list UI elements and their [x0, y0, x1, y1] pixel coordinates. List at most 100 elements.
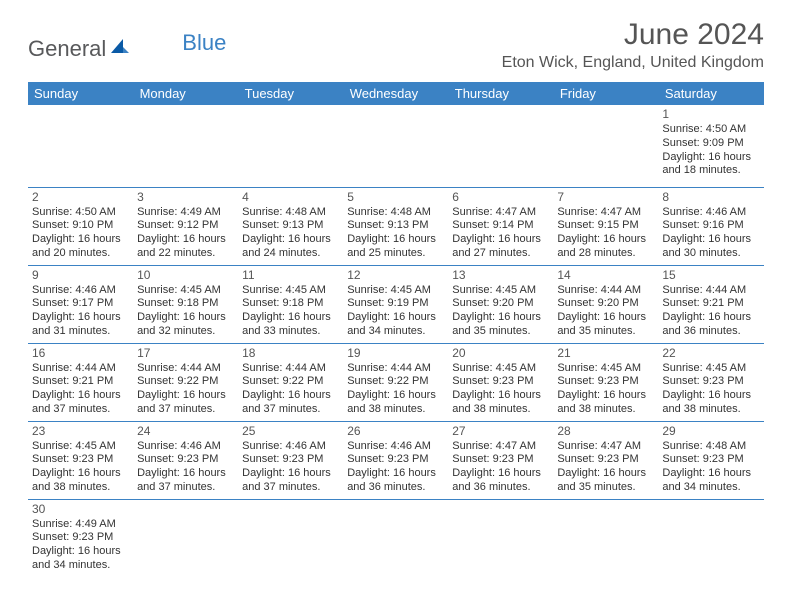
- day-header: Thursday: [448, 82, 553, 105]
- sunset-text: Sunset: 9:21 PM: [662, 297, 759, 311]
- calendar-week: 2Sunrise: 4:50 AMSunset: 9:10 PMDaylight…: [28, 187, 764, 265]
- calendar-week: 23Sunrise: 4:45 AMSunset: 9:23 PMDayligh…: [28, 421, 764, 499]
- calendar-day: 28Sunrise: 4:47 AMSunset: 9:23 PMDayligh…: [553, 421, 658, 499]
- daylight-text: Daylight: 16 hours: [452, 311, 549, 325]
- sunset-text: Sunset: 9:15 PM: [557, 219, 654, 233]
- sunrise-text: Sunrise: 4:47 AM: [452, 206, 549, 220]
- day-number: 30: [32, 502, 129, 517]
- sunrise-text: Sunrise: 4:46 AM: [242, 440, 339, 454]
- page-title: June 2024: [502, 18, 764, 52]
- day-number: 25: [242, 424, 339, 439]
- day-header: Friday: [553, 82, 658, 105]
- calendar-day: 18Sunrise: 4:44 AMSunset: 9:22 PMDayligh…: [238, 343, 343, 421]
- day-number: 29: [662, 424, 759, 439]
- sunset-text: Sunset: 9:23 PM: [32, 453, 129, 467]
- daylight-text: and 38 minutes.: [557, 403, 654, 417]
- day-header: Tuesday: [238, 82, 343, 105]
- daylight-text: Daylight: 16 hours: [557, 311, 654, 325]
- day-number: 28: [557, 424, 654, 439]
- calendar-day-empty: [133, 105, 238, 187]
- daylight-text: and 36 minutes.: [662, 325, 759, 339]
- daylight-text: and 37 minutes.: [242, 481, 339, 495]
- daylight-text: Daylight: 16 hours: [137, 311, 234, 325]
- daylight-text: Daylight: 16 hours: [347, 233, 444, 247]
- daylight-text: and 18 minutes.: [662, 164, 759, 178]
- calendar-day: 13Sunrise: 4:45 AMSunset: 9:20 PMDayligh…: [448, 265, 553, 343]
- daylight-text: and 38 minutes.: [452, 403, 549, 417]
- calendar-day-empty: [238, 499, 343, 577]
- sunset-text: Sunset: 9:23 PM: [662, 375, 759, 389]
- calendar-day-empty: [343, 105, 448, 187]
- title-block: June 2024 Eton Wick, England, United Kin…: [502, 18, 764, 72]
- sunrise-text: Sunrise: 4:44 AM: [662, 284, 759, 298]
- sunrise-text: Sunrise: 4:45 AM: [242, 284, 339, 298]
- sunset-text: Sunset: 9:23 PM: [32, 531, 129, 545]
- sunset-text: Sunset: 9:23 PM: [662, 453, 759, 467]
- calendar-day: 26Sunrise: 4:46 AMSunset: 9:23 PMDayligh…: [343, 421, 448, 499]
- logo-sail-icon: [110, 38, 130, 61]
- calendar-day: 5Sunrise: 4:48 AMSunset: 9:13 PMDaylight…: [343, 187, 448, 265]
- day-number: 17: [137, 346, 234, 361]
- day-number: 6: [452, 190, 549, 205]
- calendar-day: 4Sunrise: 4:48 AMSunset: 9:13 PMDaylight…: [238, 187, 343, 265]
- day-number: 3: [137, 190, 234, 205]
- daylight-text: and 35 minutes.: [452, 325, 549, 339]
- sunrise-text: Sunrise: 4:50 AM: [662, 123, 759, 137]
- daylight-text: Daylight: 16 hours: [32, 311, 129, 325]
- calendar-day: 22Sunrise: 4:45 AMSunset: 9:23 PMDayligh…: [658, 343, 763, 421]
- daylight-text: Daylight: 16 hours: [662, 311, 759, 325]
- daylight-text: Daylight: 16 hours: [32, 467, 129, 481]
- calendar-day: 2Sunrise: 4:50 AMSunset: 9:10 PMDaylight…: [28, 187, 133, 265]
- day-number: 7: [557, 190, 654, 205]
- sunset-text: Sunset: 9:23 PM: [347, 453, 444, 467]
- day-number: 19: [347, 346, 444, 361]
- calendar-day-empty: [28, 105, 133, 187]
- daylight-text: and 38 minutes.: [347, 403, 444, 417]
- daylight-text: Daylight: 16 hours: [347, 467, 444, 481]
- daylight-text: and 30 minutes.: [662, 247, 759, 261]
- daylight-text: Daylight: 16 hours: [347, 389, 444, 403]
- calendar-week: 30Sunrise: 4:49 AMSunset: 9:23 PMDayligh…: [28, 499, 764, 577]
- sunrise-text: Sunrise: 4:48 AM: [662, 440, 759, 454]
- daylight-text: and 35 minutes.: [557, 481, 654, 495]
- sunrise-text: Sunrise: 4:47 AM: [557, 440, 654, 454]
- calendar-day: 23Sunrise: 4:45 AMSunset: 9:23 PMDayligh…: [28, 421, 133, 499]
- daylight-text: and 33 minutes.: [242, 325, 339, 339]
- day-number: 21: [557, 346, 654, 361]
- sunrise-text: Sunrise: 4:44 AM: [347, 362, 444, 376]
- day-number: 20: [452, 346, 549, 361]
- daylight-text: and 20 minutes.: [32, 247, 129, 261]
- sunrise-text: Sunrise: 4:49 AM: [32, 518, 129, 532]
- daylight-text: and 28 minutes.: [557, 247, 654, 261]
- calendar-day: 9Sunrise: 4:46 AMSunset: 9:17 PMDaylight…: [28, 265, 133, 343]
- sunset-text: Sunset: 9:14 PM: [452, 219, 549, 233]
- calendar-day: 7Sunrise: 4:47 AMSunset: 9:15 PMDaylight…: [553, 187, 658, 265]
- sunset-text: Sunset: 9:13 PM: [242, 219, 339, 233]
- calendar-day: 29Sunrise: 4:48 AMSunset: 9:23 PMDayligh…: [658, 421, 763, 499]
- sunrise-text: Sunrise: 4:49 AM: [137, 206, 234, 220]
- sunset-text: Sunset: 9:18 PM: [137, 297, 234, 311]
- calendar-day-empty: [448, 105, 553, 187]
- daylight-text: and 31 minutes.: [32, 325, 129, 339]
- calendar-week: 9Sunrise: 4:46 AMSunset: 9:17 PMDaylight…: [28, 265, 764, 343]
- sunrise-text: Sunrise: 4:47 AM: [452, 440, 549, 454]
- sunrise-text: Sunrise: 4:46 AM: [347, 440, 444, 454]
- sunset-text: Sunset: 9:18 PM: [242, 297, 339, 311]
- sunrise-text: Sunrise: 4:44 AM: [557, 284, 654, 298]
- daylight-text: and 34 minutes.: [32, 559, 129, 573]
- sunset-text: Sunset: 9:16 PM: [662, 219, 759, 233]
- sunrise-text: Sunrise: 4:45 AM: [662, 362, 759, 376]
- calendar-day: 24Sunrise: 4:46 AMSunset: 9:23 PMDayligh…: [133, 421, 238, 499]
- sunrise-text: Sunrise: 4:44 AM: [242, 362, 339, 376]
- calendar-day: 25Sunrise: 4:46 AMSunset: 9:23 PMDayligh…: [238, 421, 343, 499]
- daylight-text: and 34 minutes.: [662, 481, 759, 495]
- daylight-text: Daylight: 16 hours: [452, 467, 549, 481]
- day-number: 9: [32, 268, 129, 283]
- calendar-day-empty: [658, 499, 763, 577]
- daylight-text: and 22 minutes.: [137, 247, 234, 261]
- calendar-day-empty: [553, 499, 658, 577]
- day-number: 2: [32, 190, 129, 205]
- daylight-text: and 24 minutes.: [242, 247, 339, 261]
- sunset-text: Sunset: 9:13 PM: [347, 219, 444, 233]
- day-number: 5: [347, 190, 444, 205]
